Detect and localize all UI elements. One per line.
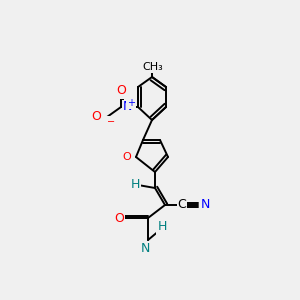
Text: CH₃: CH₃ (142, 62, 164, 72)
Text: O: O (122, 152, 131, 162)
Text: O: O (116, 85, 126, 98)
Text: N: N (201, 199, 210, 212)
Text: O: O (91, 110, 101, 124)
Text: −: − (107, 117, 115, 127)
Text: H: H (157, 220, 167, 233)
Text: N: N (141, 242, 150, 255)
Text: +: + (127, 98, 135, 108)
Text: H: H (130, 178, 140, 191)
Text: N: N (123, 100, 132, 113)
Text: C: C (178, 199, 186, 212)
Text: O: O (114, 212, 124, 224)
